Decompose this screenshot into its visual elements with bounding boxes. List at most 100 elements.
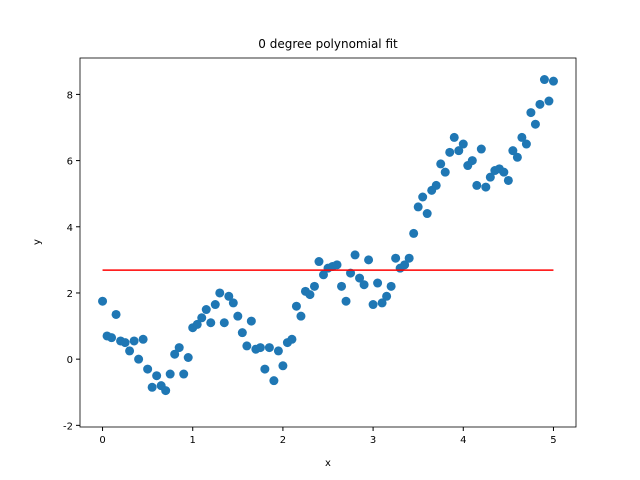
point — [517, 132, 527, 142]
point — [129, 336, 139, 346]
point — [508, 146, 518, 156]
point — [364, 255, 374, 265]
point — [215, 288, 225, 298]
point — [296, 311, 306, 321]
point — [449, 132, 459, 142]
point — [431, 180, 441, 190]
point — [454, 146, 464, 156]
point — [201, 305, 211, 315]
x-tick-label: 0 — [99, 435, 105, 446]
y-tick-label: -2 — [63, 421, 73, 432]
point — [183, 353, 193, 363]
point — [368, 300, 378, 310]
point — [359, 280, 369, 290]
point — [237, 328, 247, 338]
point — [309, 281, 319, 291]
point — [305, 290, 315, 300]
point — [337, 281, 347, 291]
point — [548, 76, 558, 86]
point — [422, 209, 432, 219]
point — [264, 343, 274, 353]
point — [165, 369, 175, 379]
y-tick-label: 2 — [67, 289, 73, 300]
point — [246, 316, 256, 326]
point — [409, 228, 419, 238]
point — [386, 281, 396, 291]
point — [273, 346, 283, 356]
point — [287, 334, 297, 344]
point — [170, 349, 180, 359]
y-tick-label: 4 — [67, 223, 73, 234]
point — [499, 167, 509, 177]
point — [472, 180, 482, 190]
y-axis-label: y — [32, 239, 43, 245]
point — [314, 257, 324, 267]
point — [382, 291, 392, 301]
point — [467, 156, 477, 166]
chart-title: 0 degree polynomial fit — [258, 37, 398, 51]
point — [400, 260, 410, 270]
point — [219, 318, 229, 328]
point — [111, 309, 121, 319]
point — [355, 273, 365, 283]
point — [255, 343, 265, 353]
x-axis-label: x — [325, 458, 331, 469]
point — [224, 291, 234, 301]
point — [269, 376, 279, 386]
point — [521, 139, 531, 149]
point — [332, 260, 342, 270]
point — [107, 333, 117, 343]
point — [373, 278, 383, 288]
point — [418, 192, 428, 202]
x-tick-label: 1 — [190, 435, 196, 446]
point — [318, 270, 328, 280]
y-tick-label: 0 — [67, 355, 73, 366]
x-tick-label: 5 — [550, 435, 556, 446]
point — [206, 318, 216, 328]
point — [228, 298, 238, 308]
point — [341, 296, 351, 306]
point — [544, 96, 554, 106]
plot-frame — [79, 57, 577, 428]
point — [413, 202, 423, 212]
point — [120, 338, 130, 348]
point — [526, 108, 536, 118]
x-tick-label: 3 — [370, 435, 376, 446]
point — [143, 364, 153, 374]
point — [476, 144, 486, 154]
point — [197, 313, 207, 323]
point — [503, 175, 513, 185]
point — [179, 369, 189, 379]
point — [260, 364, 270, 374]
point — [440, 167, 450, 177]
x-tick-label: 2 — [280, 435, 286, 446]
point — [377, 298, 387, 308]
point — [436, 159, 446, 169]
point — [152, 371, 162, 381]
point — [539, 75, 549, 85]
point — [192, 319, 202, 329]
point — [278, 361, 288, 371]
point — [138, 334, 148, 344]
point — [291, 301, 301, 311]
point — [98, 296, 108, 306]
point — [530, 119, 540, 129]
point — [481, 182, 491, 192]
y-tick-label: 8 — [67, 90, 73, 101]
point — [233, 311, 243, 321]
point — [174, 343, 184, 353]
point — [134, 354, 144, 364]
point — [125, 346, 135, 356]
y-tick-label: 6 — [67, 157, 73, 168]
x-tick-label: 4 — [460, 435, 466, 446]
point — [147, 382, 157, 392]
point — [445, 147, 455, 157]
point — [350, 250, 360, 260]
point — [485, 172, 495, 182]
point — [391, 253, 401, 263]
point — [535, 99, 545, 109]
point — [210, 300, 220, 310]
point — [458, 139, 468, 149]
point — [404, 253, 414, 263]
